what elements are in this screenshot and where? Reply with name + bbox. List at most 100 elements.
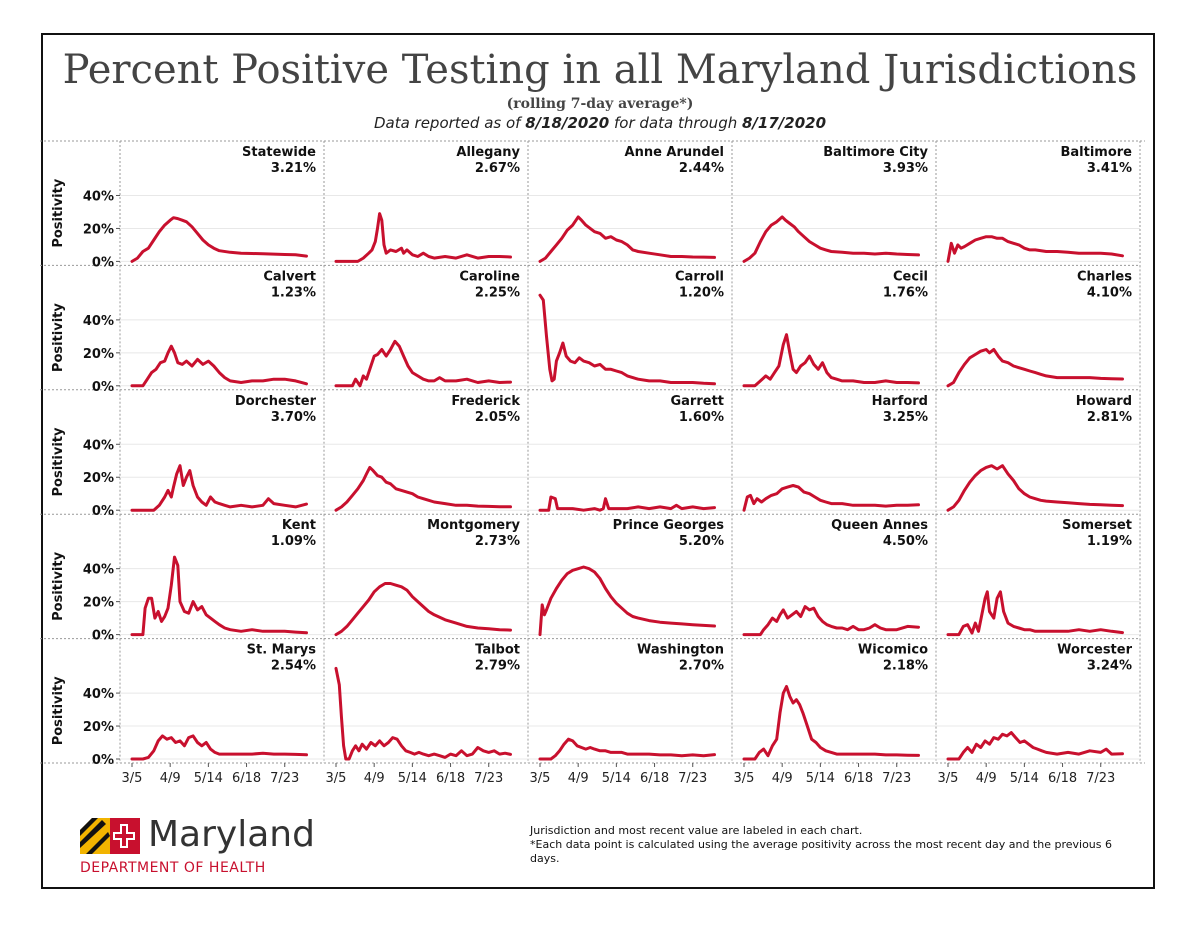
x-tick-label: 3/5 (734, 771, 755, 786)
positivity-line (538, 215, 716, 263)
positivity-line (538, 737, 716, 761)
positivity-line (130, 464, 308, 512)
x-tick-label: 6/18 (844, 771, 873, 786)
jurisdiction-name: Caroline (459, 269, 520, 284)
x-tick-label: 6/18 (232, 771, 261, 786)
jurisdiction-name: Garrett (670, 394, 724, 409)
jurisdiction-latest: 3.21% (271, 161, 316, 176)
jurisdiction-name: Montgomery (427, 518, 520, 533)
jurisdiction-name: Statewide (242, 145, 316, 160)
y-tick-label: 20% (83, 720, 114, 735)
x-tick-label: 5/14 (806, 771, 835, 786)
positivity-line (538, 293, 716, 386)
positivity-line (130, 734, 308, 761)
jurisdiction-name: Dorchester (235, 394, 317, 409)
y-tick-label: 20% (83, 471, 114, 486)
positivity-line (742, 685, 920, 761)
x-tick-label: 7/23 (270, 771, 299, 786)
y-tick-label: 40% (83, 563, 114, 578)
positivity-line (946, 731, 1124, 761)
y-tick-label: 0% (92, 380, 114, 395)
x-tick-label: 7/23 (882, 771, 911, 786)
y-tick-label: 40% (83, 438, 114, 453)
y-tick-label: 20% (83, 222, 114, 237)
jurisdiction-name: Worcester (1057, 643, 1133, 658)
jurisdiction-name: Washington (637, 643, 724, 658)
positivity-line (946, 590, 1124, 637)
jurisdiction-latest: 2.05% (475, 410, 520, 425)
x-tick-label: 4/9 (976, 771, 997, 786)
y-tick-label: 20% (83, 596, 114, 611)
x-tick-label: 3/5 (530, 771, 551, 786)
jurisdiction-latest: 2.18% (883, 659, 928, 674)
jurisdiction-latest: 4.50% (883, 534, 928, 549)
y-tick-label: 20% (83, 347, 114, 362)
y-tick-label: 40% (83, 687, 114, 702)
x-tick-label: 5/14 (194, 771, 223, 786)
x-tick-label: 6/18 (436, 771, 465, 786)
jurisdiction-latest: 2.81% (1087, 410, 1132, 425)
x-tick-label: 7/23 (1086, 771, 1115, 786)
jurisdiction-latest: 1.76% (883, 285, 928, 300)
y-axis-title: Positivity (51, 551, 66, 620)
y-axis-title: Positivity (51, 676, 66, 745)
jurisdiction-latest: 2.70% (679, 659, 724, 674)
y-tick-label: 40% (83, 189, 114, 204)
maryland-flag-logo (80, 812, 140, 854)
positivity-line (946, 235, 1124, 263)
jurisdiction-latest: 5.20% (679, 534, 724, 549)
jurisdiction-latest: 1.09% (271, 534, 316, 549)
jurisdiction-name: Calvert (263, 269, 316, 284)
x-tick-label: 7/23 (474, 771, 503, 786)
jurisdiction-name: Talbot (475, 643, 520, 658)
jurisdiction-name: Queen Annes (831, 518, 928, 533)
jurisdiction-name: Charles (1077, 269, 1132, 284)
jurisdiction-latest: 2.44% (679, 161, 724, 176)
jurisdiction-latest: 3.25% (883, 410, 928, 425)
x-tick-label: 5/14 (398, 771, 427, 786)
y-tick-label: 40% (83, 314, 114, 329)
jurisdiction-name: Howard (1076, 394, 1132, 409)
jurisdiction-latest: 2.25% (475, 285, 520, 300)
positivity-line (334, 339, 512, 388)
jurisdiction-name: Carroll (675, 269, 724, 284)
positivity-line (334, 666, 512, 761)
jurisdiction-name: Cecil (893, 269, 928, 284)
positivity-line (130, 555, 308, 637)
footnote-rolling-average: *Each data point is calculated using the… (530, 838, 1113, 865)
x-tick-label: 7/23 (678, 771, 707, 786)
jurisdiction-latest: 4.10% (1087, 285, 1132, 300)
jurisdiction-name: Harford (872, 394, 928, 409)
outer-frame (41, 33, 1155, 889)
jurisdiction-latest: 2.73% (475, 534, 520, 549)
footnote-jurisdiction: Jurisdiction and most recent value are l… (530, 824, 863, 837)
jurisdiction-name: Allegany (456, 145, 520, 160)
x-tick-label: 5/14 (1010, 771, 1039, 786)
logo-wordmark: Maryland (148, 814, 315, 855)
jurisdiction-latest: 2.54% (271, 659, 316, 674)
x-tick-label: 3/5 (122, 771, 143, 786)
jurisdiction-latest: 1.60% (679, 410, 724, 425)
positivity-line (742, 215, 920, 263)
